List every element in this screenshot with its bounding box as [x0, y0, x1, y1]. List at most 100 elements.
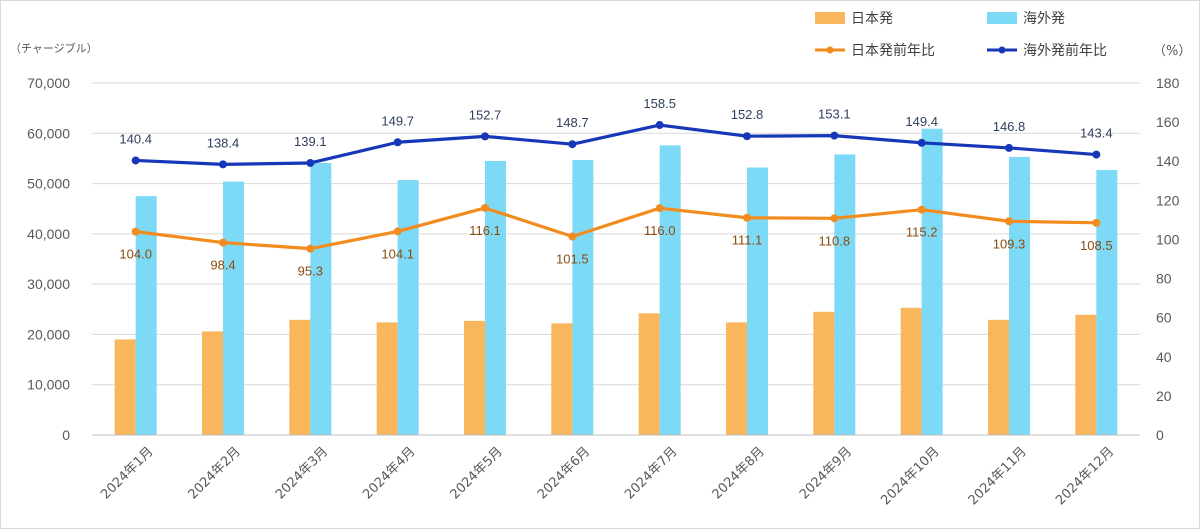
legend-japan-yoy-marker: [826, 46, 834, 54]
legend-overseas-yoy-marker: [998, 46, 1006, 54]
legend-overseas-origin-label: 海外発: [1023, 11, 1065, 27]
overseas-yoy-data-label: 152.8: [731, 107, 764, 122]
y-right-tick-label: 0: [1156, 427, 1164, 443]
bar-japan-origin: [988, 319, 1009, 435]
japan-yoy-data-label: 115.2: [906, 225, 938, 240]
bar-overseas-origin: [223, 181, 244, 435]
overseas-yoy-point: [655, 121, 664, 130]
japan-yoy-point: [1005, 217, 1013, 226]
y-right-tick-label: 80: [1156, 271, 1172, 287]
japan-yoy-point: [219, 238, 227, 247]
japan-yoy-line: [135, 206, 1097, 251]
bar-overseas-origin: [135, 196, 157, 435]
data-labels-group: 140.4 138.4 139.1 149.7 152.7 148.7 158.5 152.8…: [119, 96, 1112, 279]
bar-japan-origin: [726, 322, 747, 435]
y-right-tick-label: 40: [1156, 349, 1172, 365]
overseas-yoy-point: [568, 140, 577, 149]
y-right-tick-label: 20: [1156, 388, 1172, 404]
y-left-tick-label: 50,000: [27, 176, 70, 192]
bar-overseas-origin: [485, 160, 506, 435]
overseas-yoy-data-label: 149.4: [905, 114, 938, 129]
japan-yoy-point: [306, 244, 315, 253]
bar-overseas-origin: [572, 159, 594, 436]
y-right-tick-label: 180: [1156, 75, 1180, 91]
overseas-yoy-data-label: 153.1: [818, 107, 851, 122]
overseas-yoy-point: [1092, 150, 1101, 159]
japan-yoy-point: [655, 204, 664, 213]
overseas-yoy-point: [393, 138, 402, 147]
japan-yoy-data-label: 116.0: [644, 223, 676, 238]
japan-yoy-point: [481, 203, 489, 212]
legend-overseas-origin-swatch: [987, 12, 1017, 24]
japan-yoy-point: [393, 227, 402, 236]
y-left-tick-label: 40,000: [27, 226, 70, 242]
y-left-tick-label: 20,000: [27, 326, 70, 342]
bar-japan-origin: [202, 331, 223, 435]
bar-japan-origin: [813, 311, 835, 435]
bar-japan-origin: [114, 339, 136, 435]
japan-yoy-data-label: 101.5: [556, 252, 589, 267]
overseas-yoy-line: [135, 123, 1097, 166]
japan-yoy-point: [131, 227, 140, 236]
japan-yoy-point: [830, 214, 839, 223]
legend-japan-origin-label: 日本発: [851, 11, 893, 27]
overseas-yoy-data-label: 138.4: [207, 135, 240, 150]
legend-overseas-yoy-label: 海外発前年比: [1023, 42, 1107, 59]
japan-yoy-data-label: 95.3: [298, 264, 323, 279]
overseas-yoy-point: [917, 138, 926, 147]
bar-japan-origin: [551, 323, 573, 435]
bar-japan-origin: [464, 320, 485, 435]
overseas-yoy-data-label: 140.4: [119, 131, 152, 146]
japan-yoy-data-label: 98.4: [210, 258, 235, 273]
overseas-yoy-point: [1005, 143, 1013, 152]
overseas-yoy-point: [306, 158, 315, 167]
bar-japan-origin: [289, 319, 311, 435]
legend-japan-origin-swatch: [815, 12, 845, 24]
overseas-yoy-data-label: 139.1: [294, 134, 327, 149]
bar-overseas-origin: [1096, 169, 1118, 435]
y-right-tick-label: 140: [1156, 153, 1180, 169]
y-right-unit: （%）: [1153, 44, 1191, 59]
japan-yoy-point: [1092, 218, 1101, 227]
bar-japan-origin: [900, 307, 922, 435]
bar-overseas-origin: [834, 154, 856, 436]
overseas-yoy-point: [743, 132, 751, 141]
overseas-yoy-data-label: 148.7: [556, 115, 589, 130]
overseas-yoy-point: [219, 160, 227, 169]
y-left-tick-label: 70,000: [27, 75, 70, 91]
y-left-unit: （チャージブル）: [10, 41, 98, 55]
y-right-tick-label: 120: [1156, 192, 1180, 208]
y-left-tick-label: 60,000: [27, 125, 70, 141]
y-right-tick-label: 160: [1156, 114, 1180, 130]
overseas-yoy-point: [131, 156, 140, 165]
y-left-tick-label: 10,000: [27, 377, 70, 393]
bar-overseas-origin: [397, 180, 419, 435]
japan-yoy-point: [917, 205, 926, 214]
bar-overseas-origin: [921, 128, 943, 435]
japan-yoy-point: [568, 232, 577, 241]
japan-yoy-point: [743, 213, 751, 222]
overseas-yoy-data-label: 152.7: [469, 107, 502, 122]
y-left-tick-label: 30,000: [27, 276, 70, 292]
bar-japan-origin: [1075, 314, 1097, 435]
y-right-tick-label: 100: [1156, 231, 1180, 247]
overseas-yoy-point: [830, 131, 839, 140]
japan-yoy-data-label: 109.3: [993, 236, 1026, 251]
overseas-yoy-data-label: 158.5: [643, 96, 676, 111]
bar-overseas-origin: [747, 167, 768, 436]
legend-japan-yoy-label: 日本発前年比: [851, 42, 935, 59]
japan-yoy-data-label: 104.0: [119, 247, 152, 262]
japan-yoy-data-label: 116.1: [469, 223, 501, 238]
line-series-group: [131, 121, 1101, 253]
bar-japan-origin: [376, 322, 398, 435]
overseas-yoy-data-label: 149.7: [381, 113, 414, 128]
japan-yoy-data-label: 111.1: [732, 233, 763, 248]
overseas-yoy-data-label: 146.8: [993, 119, 1026, 134]
japan-yoy-data-label: 110.8: [819, 233, 851, 248]
overseas-yoy-point: [481, 132, 489, 141]
bar-overseas-origin: [1009, 156, 1030, 436]
